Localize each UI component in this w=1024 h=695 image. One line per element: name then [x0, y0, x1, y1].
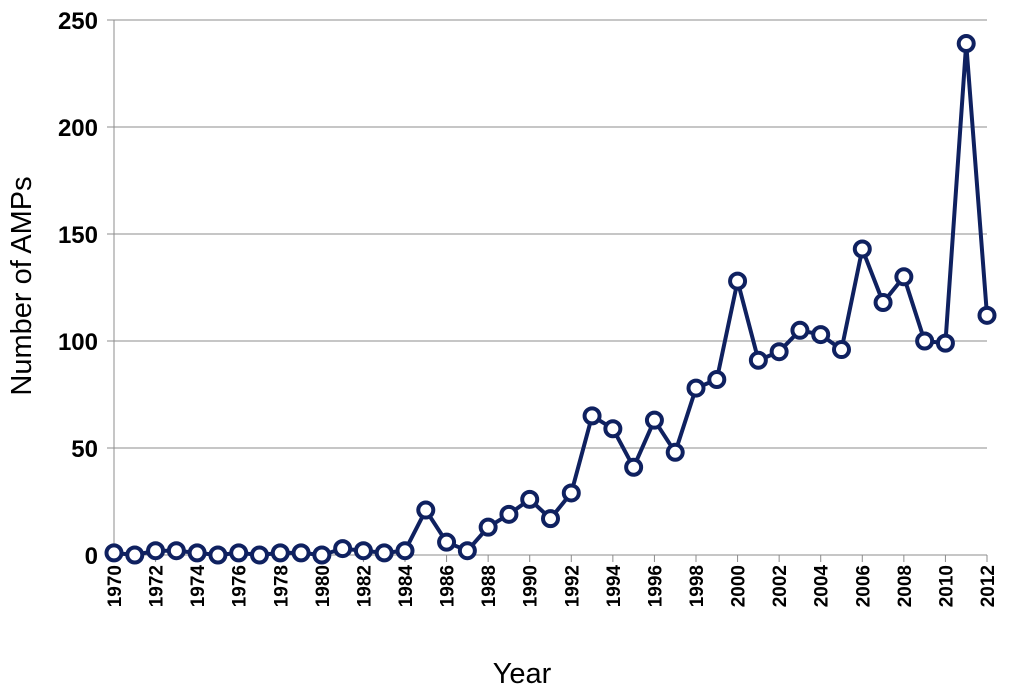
x-tick-label: 2010 [936, 565, 957, 607]
x-tick-label: 1990 [521, 565, 542, 607]
x-tick-label: 2006 [853, 565, 874, 607]
data-point [478, 517, 498, 537]
data-point [125, 545, 145, 565]
data-point [582, 406, 602, 426]
x-axis-title: Year [493, 658, 552, 690]
data-point [790, 320, 810, 340]
data-point [541, 509, 560, 529]
data-point [353, 541, 373, 561]
data-point [395, 541, 415, 561]
data-point [333, 539, 353, 559]
data-point-markers [104, 34, 997, 565]
x-tick-label: 2002 [770, 565, 791, 607]
data-point [416, 500, 436, 520]
data-point [457, 541, 477, 561]
data-point [229, 543, 249, 563]
x-tick-label: 2000 [729, 565, 750, 607]
data-point [603, 419, 623, 439]
y-tick-label: 150 [58, 222, 98, 249]
y-tick-label: 200 [58, 115, 98, 142]
data-point [187, 543, 207, 563]
y-tick-labels: 0 50 100 150 200 250 [58, 8, 98, 570]
data-point [166, 541, 186, 561]
x-tick-label: 2012 [978, 565, 999, 607]
data-point [208, 545, 228, 565]
x-tick-label: 1976 [230, 565, 251, 607]
x-tick-label: 1974 [188, 565, 209, 608]
x-tick-label: 2008 [895, 565, 916, 607]
y-tick-label: 250 [58, 8, 98, 35]
data-point [644, 410, 664, 430]
y-tick-label: 100 [58, 329, 98, 356]
y-tick-label: 0 [85, 543, 98, 570]
y-axis-title: Number of AMPs [6, 176, 38, 395]
x-tick-label: 1970 [105, 565, 126, 607]
data-point [104, 543, 124, 563]
y-tick-label: 50 [71, 436, 98, 463]
data-point [707, 370, 727, 390]
x-tick-label: 1988 [479, 565, 500, 607]
x-tick-label: 1980 [313, 565, 334, 607]
data-point [935, 333, 955, 353]
data-point [312, 545, 332, 565]
x-tick-label: 1998 [687, 565, 708, 607]
data-point [873, 292, 893, 312]
data-point [665, 442, 685, 462]
data-point [499, 504, 519, 524]
data-point [146, 541, 166, 561]
data-point [894, 267, 914, 287]
x-tick-label: 1986 [438, 565, 459, 607]
x-tick-label: 1984 [396, 565, 417, 608]
data-point [374, 543, 394, 563]
data-point [291, 543, 311, 563]
x-tick-labels: 1970 1972 1974 1976 1978 1980 1982 1984 1986 1988… [105, 565, 999, 608]
x-tick-label: 1994 [604, 565, 625, 608]
data-point [769, 342, 789, 362]
x-tick-label: 1996 [645, 565, 666, 607]
data-point [956, 34, 976, 54]
data-point [270, 543, 290, 563]
data-point [561, 483, 581, 503]
x-tick-label: 1972 [147, 565, 168, 607]
data-point [852, 239, 872, 259]
data-point [686, 378, 706, 398]
x-tick-label: 2004 [812, 565, 833, 608]
x-tick-label: 1982 [354, 565, 375, 607]
data-point [915, 331, 935, 351]
data-point [832, 340, 851, 360]
data-point [811, 325, 831, 345]
data-point [250, 545, 269, 565]
data-point [748, 350, 768, 370]
data-point [437, 532, 457, 552]
data-point [977, 305, 997, 325]
data-point [728, 271, 748, 291]
x-tick-label: 1978 [271, 565, 292, 607]
data-point [624, 457, 644, 477]
x-tick-label: 1992 [562, 565, 583, 607]
series-line [113, 41, 989, 557]
data-point [520, 489, 540, 509]
